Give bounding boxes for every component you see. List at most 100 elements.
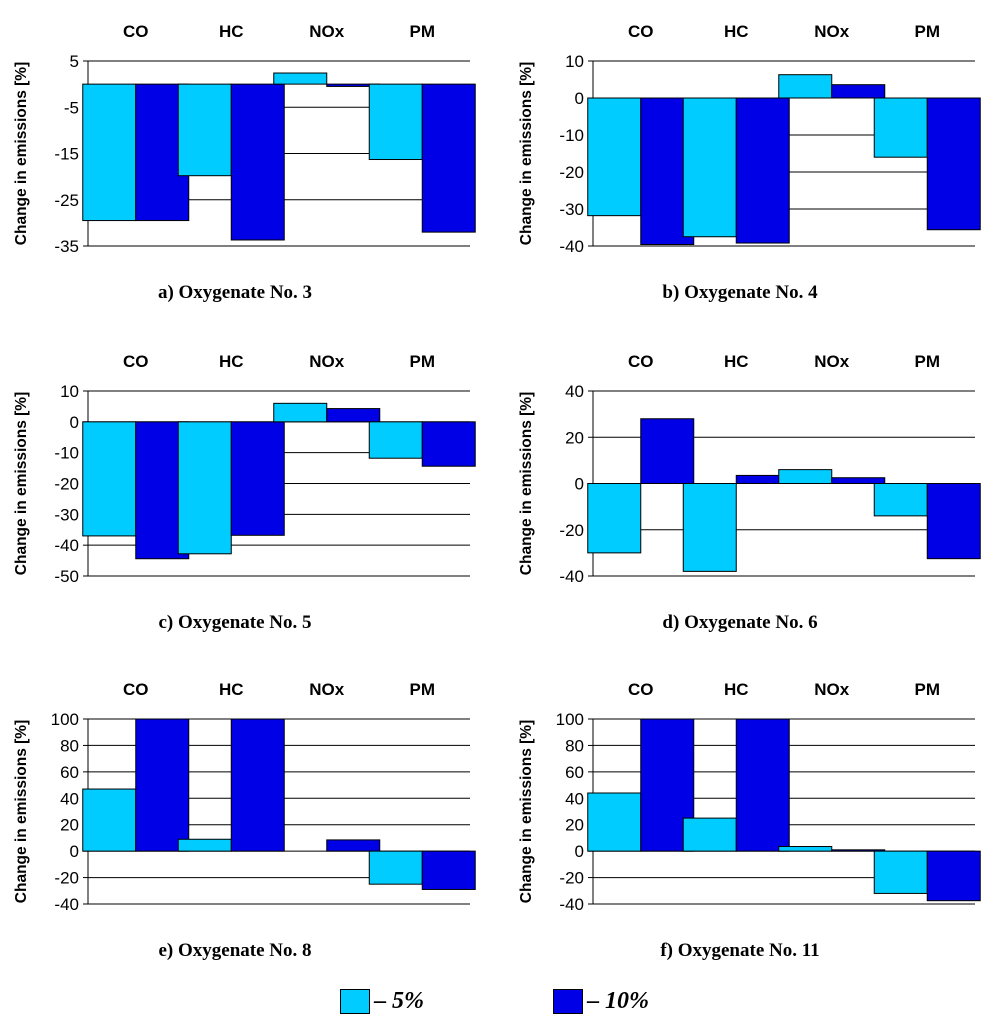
category-label-d-co: CO — [628, 352, 654, 371]
ytick-label-f-0: 100 — [556, 710, 584, 729]
bar-c-hc-10pct — [230, 421, 285, 536]
panel-caption-b: b) Oxygenate No. 4 — [662, 282, 818, 303]
bar-a-hc-5pct — [177, 83, 232, 177]
bar-b-hc-10pct — [735, 97, 790, 244]
ytick-label-e-6: -20 — [54, 869, 79, 888]
bar-e-hc-5pct — [177, 838, 232, 852]
ytick-label-b-4: -30 — [559, 200, 584, 219]
ytick-label-f-7: -40 — [559, 895, 584, 914]
bar-c-co-5pct — [82, 421, 137, 537]
bar-d-hc-5pct — [682, 483, 737, 572]
bar-c-nox-10pct — [326, 408, 381, 423]
bar-d-pm-10pct — [926, 483, 981, 560]
category-label-c-nox: NOx — [309, 352, 345, 371]
ytick-label-a-2: -15 — [54, 145, 79, 164]
ytick-label-a-0: 5 — [70, 52, 79, 71]
bar-a-pm-5pct — [368, 83, 423, 161]
panel-caption-e: e) Oxygenate No. 8 — [158, 940, 312, 961]
bar-c-nox-5pct — [273, 402, 328, 423]
ytick-label-b-1: 0 — [575, 89, 584, 108]
bar-e-pm-5pct — [368, 850, 423, 885]
bar-d-co-5pct — [587, 483, 642, 554]
chart-c-svg: 10 0 -10 -20 -30 -40 -50 Change in emissions [%… — [13, 352, 476, 586]
category-label-b-nox: NOx — [814, 22, 850, 41]
category-label-f-pm: PM — [915, 680, 941, 699]
category-label-b-co: CO — [628, 22, 654, 41]
category-label-d-nox: NOx — [814, 352, 850, 371]
ytick-label-d-3: -20 — [559, 521, 584, 540]
ytick-label-e-2: 60 — [60, 763, 79, 782]
legend-dash-5pct: – — [374, 988, 386, 1014]
ytick-label-f-1: 80 — [565, 736, 584, 755]
category-label-e-hc: HC — [219, 680, 244, 699]
ytick-label-b-2: -10 — [559, 126, 584, 145]
bar-f-nox-5pct — [778, 846, 833, 852]
ytick-label-c-2: -10 — [54, 444, 79, 463]
bar-c-hc-5pct — [177, 421, 232, 555]
ytick-label-d-2: 0 — [575, 475, 584, 494]
y-axis-title-f: Change in emissions [%] — [518, 720, 535, 903]
category-label-e-pm: PM — [410, 680, 436, 699]
category-label-e-nox: NOx — [309, 680, 345, 699]
ytick-label-a-1: -5 — [64, 98, 79, 117]
panel-caption-d: d) Oxygenate No. 6 — [662, 612, 818, 633]
bar-f-pm-5pct — [873, 850, 928, 894]
ytick-label-e-4: 20 — [60, 816, 79, 835]
chart-e-svg: 100 80 60 40 20 0 -20 -40 Change in emissions [%… — [13, 680, 476, 914]
bar-c-pm-5pct — [368, 421, 423, 459]
bar-b-nox-10pct — [831, 84, 886, 99]
y-axis-title-e: Change in emissions [%] — [13, 720, 30, 903]
bar-b-co-5pct — [587, 97, 642, 217]
ytick-label-e-7: -40 — [54, 895, 79, 914]
ytick-label-e-5: 0 — [70, 842, 79, 861]
legend-item-10pct: – 10% — [553, 988, 649, 1015]
ytick-label-e-3: 40 — [60, 789, 79, 808]
ytick-label-e-0: 100 — [51, 710, 79, 729]
legend-dash-10pct: – — [587, 988, 599, 1014]
ytick-label-f-3: 40 — [565, 789, 584, 808]
ytick-label-c-0: 10 — [60, 382, 79, 401]
bar-d-pm-5pct — [873, 483, 928, 517]
y-axis-title-d: Change in emissions [%] — [518, 392, 535, 575]
chart-panel-c: 10 0 -10 -20 -30 -40 -50 Change in emissions [%… — [0, 340, 480, 670]
legend-swatch-10pct — [553, 989, 583, 1014]
ytick-label-e-1: 80 — [60, 736, 79, 755]
y-axis-title-a: Change in emissions [%] — [13, 62, 30, 245]
bar-c-pm-10pct — [421, 421, 476, 467]
bar-e-co-10pct — [135, 718, 190, 852]
bar-f-hc-5pct — [682, 817, 737, 852]
ytick-label-b-5: -40 — [559, 237, 584, 256]
category-label-b-pm: PM — [915, 22, 941, 41]
chart-panel-f: 100 80 60 40 20 0 -20 -40 Change in emissions [%… — [505, 668, 985, 998]
legend-label-5pct: – 5% — [374, 988, 424, 1015]
ytick-label-c-4: -30 — [54, 505, 79, 524]
category-label-b-hc: HC — [724, 22, 749, 41]
ytick-label-c-3: -20 — [54, 475, 79, 494]
legend-swatch-5pct — [340, 989, 370, 1014]
category-label-f-hc: HC — [724, 680, 749, 699]
ytick-label-b-0: 10 — [565, 52, 584, 71]
category-label-a-pm: PM — [410, 22, 436, 41]
bar-f-hc-10pct — [735, 718, 790, 852]
bar-b-nox-5pct — [778, 74, 833, 99]
category-label-e-co: CO — [123, 680, 149, 699]
chart-panel-a: 5 -5 -15 -25 -35 Change in emissions [%] CO HC N… — [0, 10, 480, 340]
bar-a-nox-5pct — [273, 72, 328, 85]
ytick-label-f-4: 20 — [565, 816, 584, 835]
category-label-d-pm: PM — [915, 352, 941, 371]
ytick-label-b-3: -20 — [559, 163, 584, 182]
legend-value-10pct: 10% — [605, 988, 649, 1014]
legend-item-5pct: – 5% — [340, 988, 424, 1015]
ytick-label-d-4: -40 — [559, 567, 584, 586]
ytick-label-f-6: -20 — [559, 869, 584, 888]
bar-a-co-5pct — [82, 83, 137, 222]
bar-e-nox-10pct — [326, 839, 381, 852]
bar-b-pm-5pct — [873, 97, 928, 158]
ytick-label-a-4: -35 — [54, 237, 79, 256]
category-label-c-co: CO — [123, 352, 149, 371]
bar-f-nox-10pct — [831, 849, 886, 852]
bar-d-nox-5pct — [778, 469, 833, 484]
category-label-d-hc: HC — [724, 352, 749, 371]
bar-e-hc-10pct — [230, 718, 285, 852]
ytick-label-c-6: -50 — [54, 567, 79, 586]
